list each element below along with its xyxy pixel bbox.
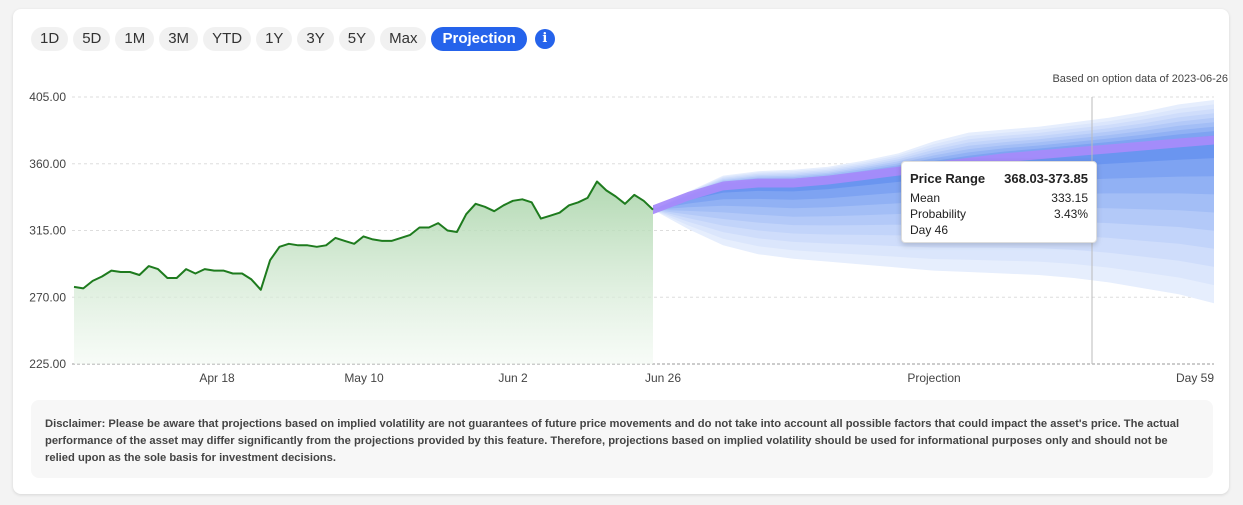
x-tick-label: Projection (907, 371, 960, 385)
x-tick-label: Jun 26 (645, 371, 681, 385)
info-icon[interactable]: i (534, 29, 555, 49)
option-data-note: Based on option data of 2023-06-26 (1052, 73, 1228, 85)
y-tick-label: 225.00 (29, 357, 66, 371)
x-tick-label: Apr 18 (199, 371, 235, 385)
x-axis-ticks: Apr 18 May 10 Jun 2 Jun 26 Projection Day 59 (199, 371, 1214, 385)
tooltip-header: Price Range 368.03-373.85 (910, 170, 1088, 190)
disclaimer-text: Disclaimer: Please be aware that project… (45, 418, 1180, 464)
y-tick-label: 360.00 (29, 157, 66, 171)
range-button-ytd[interactable]: YTD (203, 27, 252, 51)
y-tick-label: 270.00 (29, 290, 66, 304)
disclaimer-box: Disclaimer: Please be aware that project… (31, 400, 1213, 478)
tooltip-probability-label: Probability (910, 207, 967, 221)
y-tick-label: 315.00 (29, 224, 66, 238)
tooltip-probability-value: 3.43% (1053, 207, 1088, 221)
x-tick-label: Day 59 (1176, 371, 1214, 385)
tooltip-row-mean: Mean 333.15 (910, 190, 1088, 206)
range-button-5d[interactable]: 5D (73, 27, 111, 51)
range-button-5y[interactable]: 5Y (338, 27, 376, 51)
range-button-max[interactable]: Max (380, 27, 427, 51)
tooltip-row-day: Day 46 (910, 222, 1088, 238)
range-button-projection[interactable]: Projection (431, 27, 527, 51)
tooltip-mean-value: 333.15 (1051, 191, 1088, 205)
tooltip-range: 368.03-373.85 (1004, 171, 1088, 186)
tooltip-mean-label: Mean (910, 191, 941, 205)
x-tick-label: May 10 (344, 371, 384, 385)
history-line (73, 180, 654, 291)
y-tick-label: 405.00 (29, 90, 66, 104)
x-tick-label: Jun 2 (498, 371, 528, 385)
range-button-3m[interactable]: 3M (159, 27, 199, 51)
range-button-1y[interactable]: 1Y (256, 27, 293, 51)
history-area (74, 181, 653, 364)
range-selector: 1D 5D 1M 3M YTD 1Y 3Y 5Y Max Projection … (31, 27, 555, 51)
y-axis-ticks: 225.00 270.00 315.00 360.00 405.00 (29, 90, 66, 371)
range-button-1m[interactable]: 1M (115, 27, 155, 51)
tooltip-row-probability: Probability 3.43% (910, 206, 1088, 222)
tooltip-day-label: Day 46 (910, 223, 949, 237)
price-history (73, 180, 654, 364)
highlight-band (653, 135, 1214, 215)
tooltip-title: Price Range (910, 171, 986, 186)
price-range-tooltip: Price Range 368.03-373.85 Mean 333.15 Pr… (901, 161, 1097, 243)
range-button-3y[interactable]: 3Y (297, 27, 334, 51)
range-button-1d[interactable]: 1D (31, 27, 69, 51)
